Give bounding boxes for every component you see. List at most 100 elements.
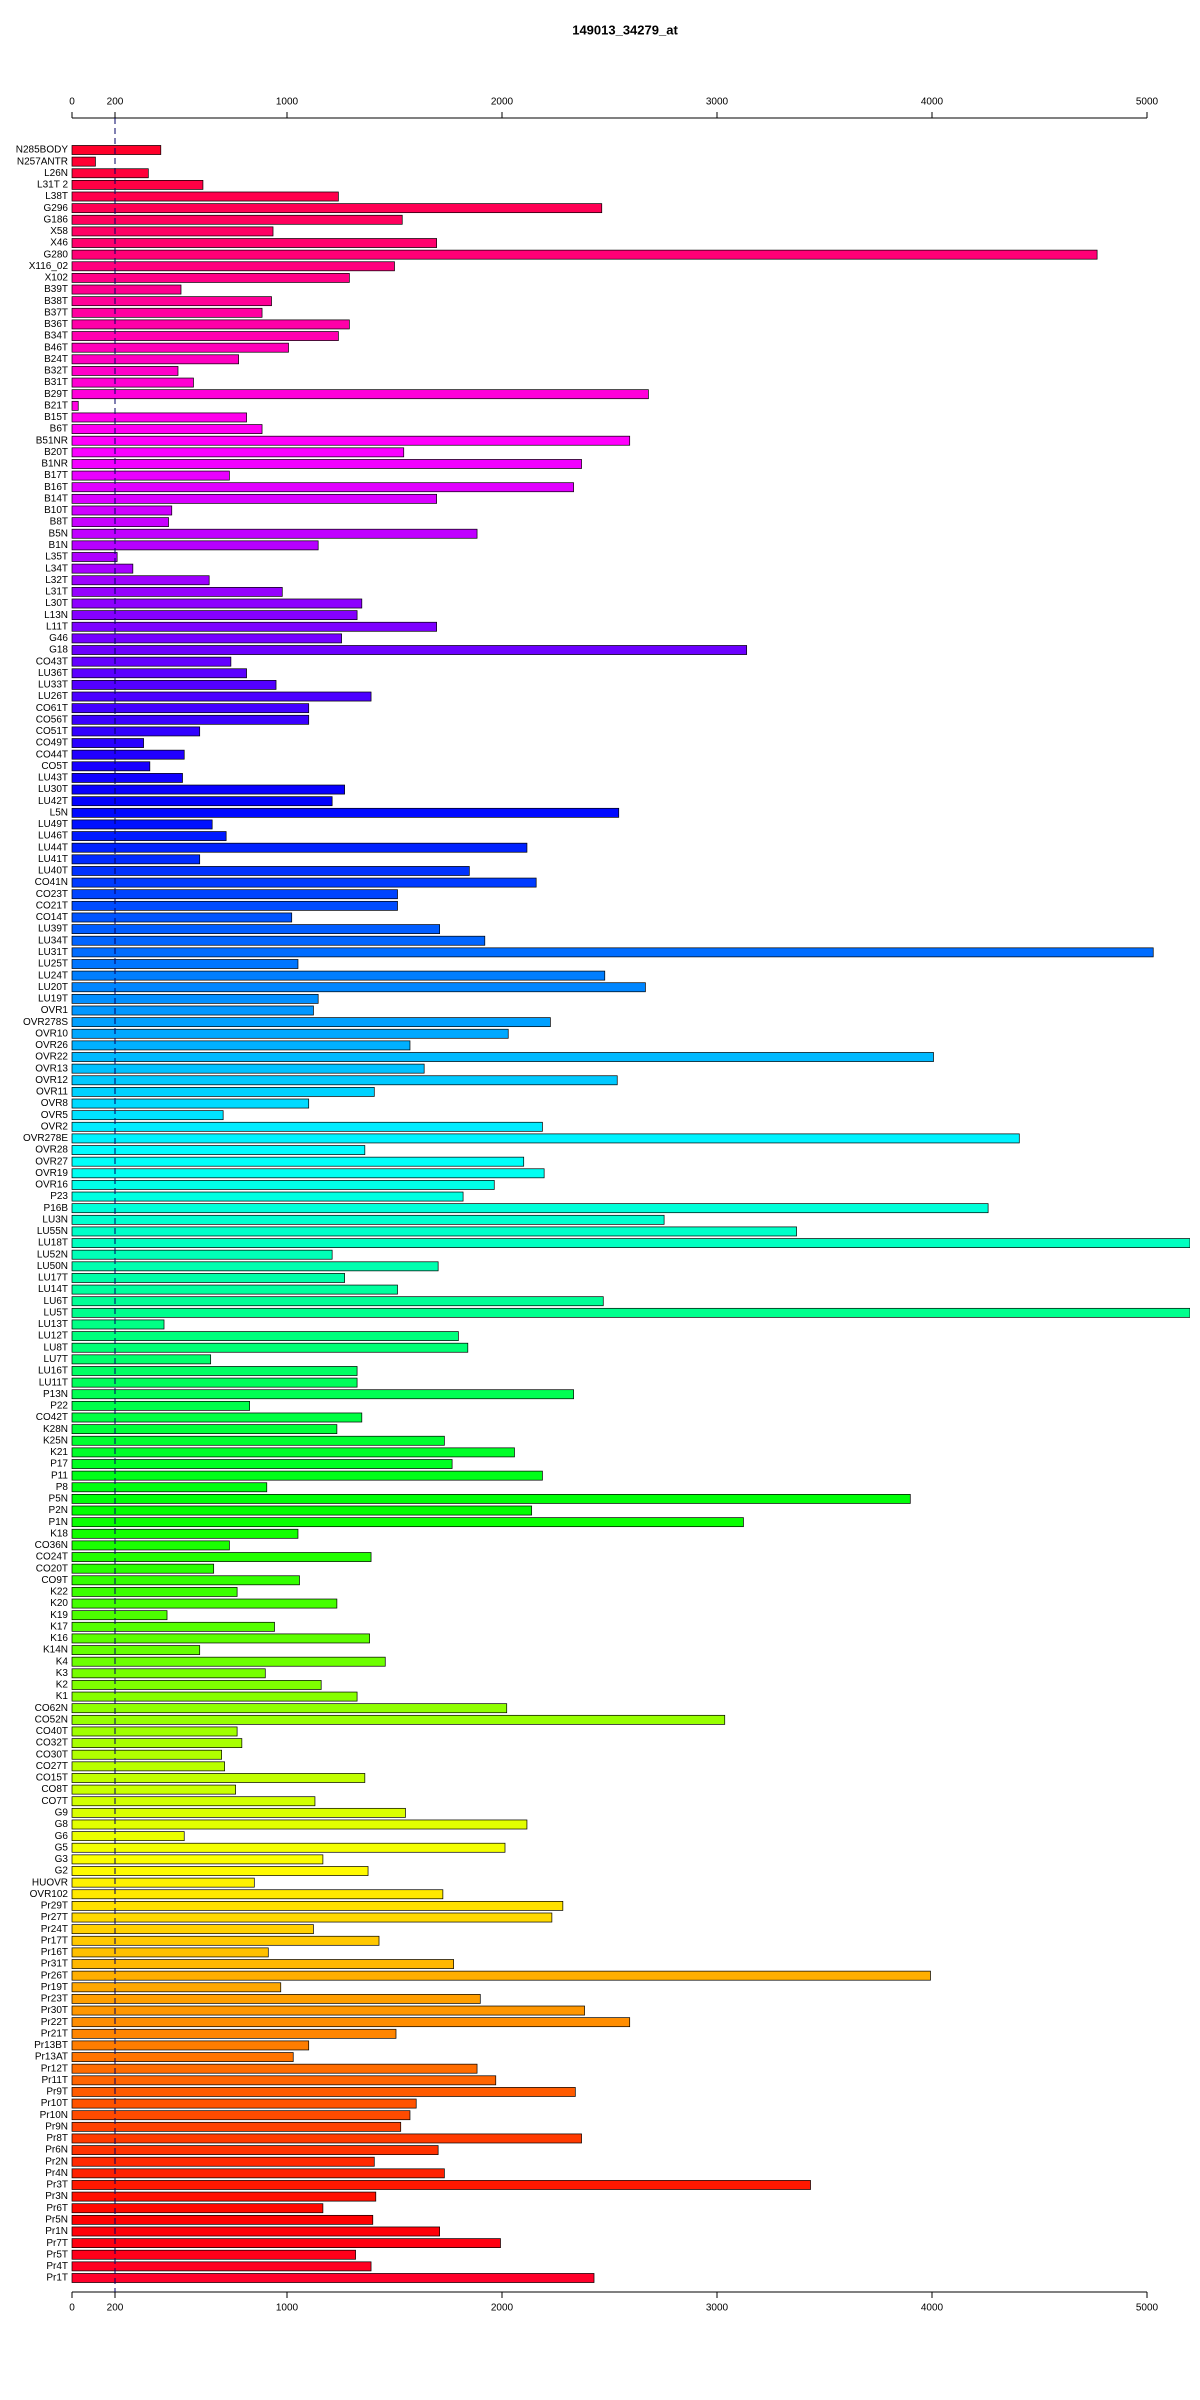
- bar: [71, 1482, 268, 1493]
- bar: [71, 1982, 282, 1993]
- bar: [71, 1842, 506, 1853]
- y-tick-label: CO20T: [36, 1563, 68, 1574]
- bar: [71, 1877, 255, 1888]
- bar: [71, 1854, 324, 1865]
- y-tick-label: G6: [55, 1831, 69, 1842]
- y-tick-label: LU14T: [38, 1284, 68, 1295]
- y-tick-label: Pr22T: [41, 2017, 68, 2028]
- bar: [71, 2110, 411, 2121]
- bar: [71, 493, 437, 504]
- bar: [71, 1784, 236, 1795]
- bar: [71, 761, 151, 772]
- bar: [71, 633, 342, 644]
- y-tick-label: LU6T: [44, 1296, 68, 1307]
- y-tick-label: OVR102: [30, 1889, 69, 1900]
- y-tick-label: L35T: [45, 552, 68, 563]
- y-tick-label: LU43T: [38, 773, 68, 784]
- y-tick-label: L38T: [45, 191, 68, 202]
- y-tick-label: N285BODY: [16, 145, 69, 156]
- bar: [71, 691, 372, 702]
- bar: [71, 1552, 372, 1562]
- bar: [71, 1389, 574, 1400]
- y-tick-label: P2N: [49, 1505, 68, 1516]
- y-tick-label: B34T: [44, 331, 68, 342]
- bar: [71, 1028, 509, 1039]
- bar: [71, 1459, 453, 1469]
- y-tick-label: B1N: [49, 540, 68, 551]
- y-tick-label: OVR16: [35, 1180, 68, 1191]
- y-tick-label: G46: [49, 633, 68, 644]
- bar: [71, 1435, 445, 1446]
- bar: [71, 563, 134, 574]
- bar: [71, 2249, 356, 2260]
- bar: [71, 1133, 1020, 1144]
- x-tick-label: 1000: [276, 2303, 299, 2314]
- y-tick-label: P8: [56, 1482, 69, 1493]
- bar: [71, 284, 182, 295]
- y-tick-label: CO30T: [36, 1749, 68, 1760]
- bar: [71, 1866, 369, 1876]
- y-tick-label: LU34T: [38, 935, 68, 946]
- y-tick-label: CO40T: [36, 1726, 68, 1737]
- bar: [71, 738, 144, 748]
- y-tick-label: Pr6T: [46, 2203, 68, 2214]
- y-tick-label: LU46T: [38, 831, 68, 842]
- y-tick-label: Pr12T: [41, 2063, 68, 2074]
- bar: [71, 970, 606, 981]
- y-tick-label: LU36T: [38, 668, 68, 679]
- y-tick-label: CO51T: [36, 726, 68, 737]
- bar: [71, 1017, 551, 1028]
- bar: [71, 656, 232, 667]
- bar: [71, 1761, 225, 1772]
- bar: [71, 2098, 417, 2109]
- y-tick-label: K21: [50, 1447, 68, 1458]
- y-tick-label: B21T: [44, 400, 68, 411]
- y-tick-label: LU52N: [37, 1249, 68, 1260]
- bar: [71, 1249, 333, 1260]
- y-tick-label: G186: [44, 214, 69, 225]
- y-tick-label: CO14T: [36, 912, 68, 923]
- bar: [71, 598, 363, 609]
- y-tick-label: Pr21T: [41, 2028, 68, 2039]
- bar: [71, 1575, 300, 1586]
- bar: [71, 2040, 310, 2051]
- bar: [71, 819, 213, 830]
- x-tick-label: 3000: [706, 2303, 729, 2314]
- y-tick-label: LU49T: [38, 819, 68, 830]
- bar: [71, 807, 620, 818]
- bar: [71, 680, 277, 690]
- y-tick-label: LU39T: [38, 924, 68, 935]
- y-tick-label: L26N: [44, 168, 68, 179]
- y-tick-label: LU25T: [38, 959, 68, 970]
- x-tick-label: 3000: [706, 97, 729, 108]
- bar: [71, 1517, 744, 1528]
- y-tick-label: Pr6N: [45, 2145, 68, 2156]
- bar: [71, 2156, 375, 2167]
- bar: [71, 366, 179, 376]
- y-tick-label: Pr9N: [45, 2121, 68, 2132]
- y-tick-label: Pr11T: [42, 2075, 69, 2086]
- y-tick-label: LU7T: [44, 1354, 68, 1365]
- y-tick-label: CO52N: [35, 1714, 68, 1725]
- y-tick-label: OVR11: [36, 1087, 68, 1098]
- bar: [71, 2052, 294, 2062]
- y-tick-label: Pr3N: [45, 2191, 68, 2202]
- y-tick-label: OVR278S: [23, 1017, 68, 1028]
- y-tick-label: G2: [55, 1866, 69, 1877]
- y-tick-label: K3: [56, 1668, 69, 1679]
- bars: [71, 145, 1190, 2283]
- y-tick-label: Pr10T: [41, 2098, 68, 2109]
- x-tick-label: 200: [107, 97, 124, 108]
- bar: [71, 773, 183, 783]
- y-tick-label: G18: [49, 645, 68, 656]
- x-tick-label: 0: [69, 2303, 75, 2314]
- bar: [71, 1528, 299, 1539]
- x-tick-label: 4000: [921, 2303, 944, 2314]
- bar: [71, 354, 239, 365]
- y-tick-label: Pr13BT: [34, 2040, 68, 2051]
- bar: [71, 261, 395, 272]
- y-tick-label: OVR278E: [23, 1133, 68, 1144]
- bar: [71, 1935, 380, 1946]
- y-tick-label: CO21T: [36, 900, 68, 911]
- bar: [71, 2261, 372, 2272]
